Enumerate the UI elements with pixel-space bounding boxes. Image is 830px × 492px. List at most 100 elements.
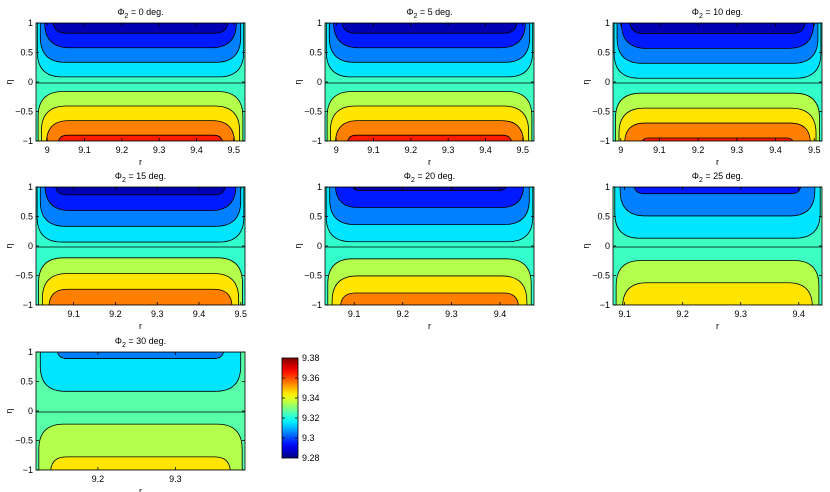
colorbar-tick-label: 9.3 [302, 433, 315, 443]
y-axis-label: η [4, 408, 14, 413]
contour-line [346, 134, 513, 141]
y-tick-label: 0.5 [597, 48, 610, 58]
x-tick-label: 9.4 [793, 309, 806, 319]
y-tick-label: −1 [23, 465, 33, 475]
x-tick-label: 9.2 [397, 309, 410, 319]
x-tick-label: 9.5 [517, 145, 530, 155]
y-axis-label: η [293, 243, 303, 248]
x-tick-label: 9.3 [442, 145, 455, 155]
contour-fill [613, 23, 822, 141]
y-tick-label: 0.5 [309, 48, 322, 58]
contour-line [335, 187, 524, 208]
contour-panel: 1 0.5 0 −0.5 −1 9.1 9.2 9.3 9.4 r η Φ2 = 20 deg. [293, 171, 535, 331]
colorbar-tick-label: 9.32 [302, 413, 320, 423]
x-tick-label: 9.5 [808, 145, 821, 155]
x-tick-label: 9.1 [67, 309, 80, 319]
colorbar-tick-label: 9.36 [302, 373, 320, 383]
contour-line [52, 23, 229, 34]
contour-panel: 1 0.5 0 −0.5 −1 9.1 9.2 9.3 9.4 9.5 r η Φ2 = 15 deg. [4, 171, 247, 331]
y-tick-label: 0.5 [20, 212, 33, 222]
y-tick-label: −0.5 [304, 107, 322, 117]
panel-title: Φ2 = 15 deg. [115, 171, 166, 184]
panel-title: Φ2 = 30 deg. [115, 336, 166, 349]
contour-fill [613, 187, 822, 305]
y-tick-label: 0 [28, 77, 33, 87]
y-tick-label: 0 [605, 77, 610, 87]
contour-line [622, 282, 813, 305]
y-tick-label: −1 [600, 136, 610, 146]
panel-title: Φ2 = 0 deg. [117, 7, 163, 20]
x-tick-label: 9.3 [153, 145, 166, 155]
y-axis-label: η [581, 79, 591, 84]
y-tick-label: −0.5 [304, 271, 322, 281]
colorbar-tick-label: 9.28 [302, 453, 320, 463]
y-tick-label: 1 [605, 18, 610, 28]
contour-panel: 1 0.5 0 −0.5 −1 9.2 9.3 r η Φ2 = 30 deg. [4, 336, 246, 492]
x-axis-label: r [716, 321, 719, 331]
y-tick-label: 1 [317, 182, 322, 192]
x-tick-label: 9.1 [348, 309, 361, 319]
y-axis-label: η [581, 243, 591, 248]
contour-line [641, 137, 794, 141]
x-axis-label: r [428, 321, 431, 331]
colorbar-gradient [281, 357, 299, 459]
x-tick-label: 9.2 [676, 309, 689, 319]
colorbar-tick-label: 9.34 [302, 393, 320, 403]
x-tick-label: 9.1 [653, 145, 666, 155]
y-tick-label: −0.5 [15, 271, 33, 281]
contour-line [629, 23, 806, 34]
x-tick-label: 9.3 [734, 309, 747, 319]
y-tick-label: −0.5 [15, 107, 33, 117]
x-tick-label: 9.1 [78, 145, 91, 155]
x-tick-label: 9 [618, 145, 623, 155]
contour-line [341, 23, 518, 34]
y-tick-label: −1 [23, 300, 33, 310]
x-axis-label: r [716, 157, 719, 167]
y-tick-label: 1 [317, 18, 322, 28]
y-tick-label: 0 [605, 241, 610, 251]
y-tick-label: −0.5 [592, 271, 610, 281]
x-axis-label: r [139, 321, 142, 331]
contour-line [55, 187, 226, 196]
x-tick-label: 9.1 [367, 145, 380, 155]
y-tick-label: 1 [605, 182, 610, 192]
contour-panel: 1 0.5 0 −0.5 −1 9 9.1 9.2 9.3 9.4 9.5 r η Φ2 = 0 deg. [4, 7, 246, 167]
y-tick-label: 0 [28, 241, 33, 251]
y-tick-label: −1 [23, 136, 33, 146]
y-tick-label: −0.5 [15, 436, 33, 446]
contour-panel: 1 0.5 0 −0.5 −1 9.1 9.2 9.3 9.4 r η Φ2 = 25 deg. [581, 171, 823, 331]
x-tick-label: 9.2 [692, 145, 705, 155]
contour-line [340, 292, 519, 305]
x-tick-label: 9.4 [494, 309, 507, 319]
contour-line [48, 288, 233, 305]
x-tick-label: 9.1 [618, 309, 631, 319]
x-tick-label: 9.2 [92, 474, 105, 484]
y-tick-label: −1 [312, 300, 322, 310]
y-tick-label: 0.5 [20, 377, 33, 387]
x-tick-label: 9.5 [235, 309, 248, 319]
x-tick-label: 9 [45, 145, 50, 155]
panel-title: Φ2 = 5 deg. [406, 7, 452, 20]
contour-line [57, 134, 224, 141]
x-axis-label: r [139, 486, 142, 492]
x-tick-label: 9.4 [193, 309, 206, 319]
y-tick-label: 0.5 [20, 48, 33, 58]
contour-fill [36, 187, 245, 305]
y-tick-label: −0.5 [592, 107, 610, 117]
contour-fill [36, 352, 245, 470]
contour-panel: 1 0.5 0 −0.5 −1 9 9.1 9.2 9.3 9.4 9.5 r η Φ2 = 10 deg… [581, 7, 823, 167]
contour-fill [325, 23, 534, 141]
panel-title: Φ2 = 25 deg. [692, 171, 743, 184]
panels-group: 1 0.5 0 −0.5 −1 9 9.1 9.2 9.3 9.4 9.5 r η Φ2 = 0 deg.… [4, 7, 823, 492]
y-axis-label: η [4, 243, 14, 248]
x-tick-label: 9.3 [445, 309, 458, 319]
x-tick-label: 9.2 [116, 145, 129, 155]
contour-line [39, 352, 242, 392]
x-tick-label: 9.3 [731, 145, 744, 155]
contour-line [619, 187, 816, 217]
x-tick-label: 9 [334, 145, 339, 155]
y-tick-label: 0 [317, 241, 322, 251]
x-tick-label: 9.3 [151, 309, 164, 319]
y-axis-label: η [293, 79, 303, 84]
